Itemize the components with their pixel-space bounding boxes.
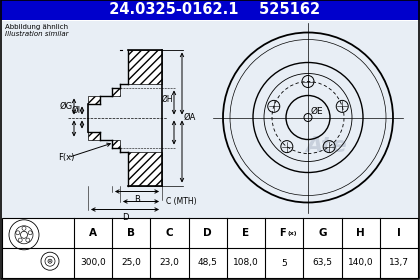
Text: B: B (127, 228, 135, 238)
Text: 140,0: 140,0 (348, 258, 373, 267)
Text: ØH: ØH (161, 95, 173, 104)
Text: (x): (x) (287, 232, 297, 237)
Text: ØA: ØA (184, 113, 197, 122)
Text: H: H (356, 228, 365, 238)
Text: D: D (122, 213, 128, 221)
Bar (112, 87, 120, 95)
Text: 13,7: 13,7 (389, 258, 409, 267)
Text: Illustration similar: Illustration similar (5, 31, 68, 37)
Text: 25,0: 25,0 (121, 258, 141, 267)
Text: 24.0325-0162.1    525162: 24.0325-0162.1 525162 (100, 3, 320, 17)
Bar (2, 21, 188, 218)
Bar (2, 218, 418, 278)
Bar (88, 132, 100, 139)
Text: A: A (89, 228, 97, 238)
Bar (88, 95, 100, 104)
Text: I: I (397, 228, 401, 238)
Circle shape (49, 260, 51, 262)
Text: ØE: ØE (311, 106, 324, 115)
Text: Abbildung ähnlich: Abbildung ähnlich (5, 24, 68, 30)
Bar (128, 50, 162, 83)
Text: 5: 5 (281, 258, 287, 267)
Text: C (MTH): C (MTH) (166, 197, 197, 206)
Bar (112, 139, 120, 148)
Text: 63,5: 63,5 (312, 258, 333, 267)
Text: ØI: ØI (72, 106, 81, 115)
Text: D: D (203, 228, 212, 238)
Text: G: G (318, 228, 327, 238)
Text: 300,0: 300,0 (80, 258, 106, 267)
Text: C: C (166, 228, 173, 238)
Text: B: B (134, 195, 140, 204)
Bar (128, 151, 162, 186)
Bar (188, 21, 418, 218)
Text: 48,5: 48,5 (198, 258, 218, 267)
Text: 108,0: 108,0 (233, 258, 259, 267)
Text: F(x): F(x) (58, 153, 74, 162)
Text: ØG: ØG (60, 102, 73, 111)
Text: 23,0: 23,0 (160, 258, 179, 267)
Text: F: F (279, 228, 286, 238)
Text: Ate: Ate (305, 136, 347, 155)
Bar (0, 0, 420, 20)
Text: E: E (242, 228, 249, 238)
